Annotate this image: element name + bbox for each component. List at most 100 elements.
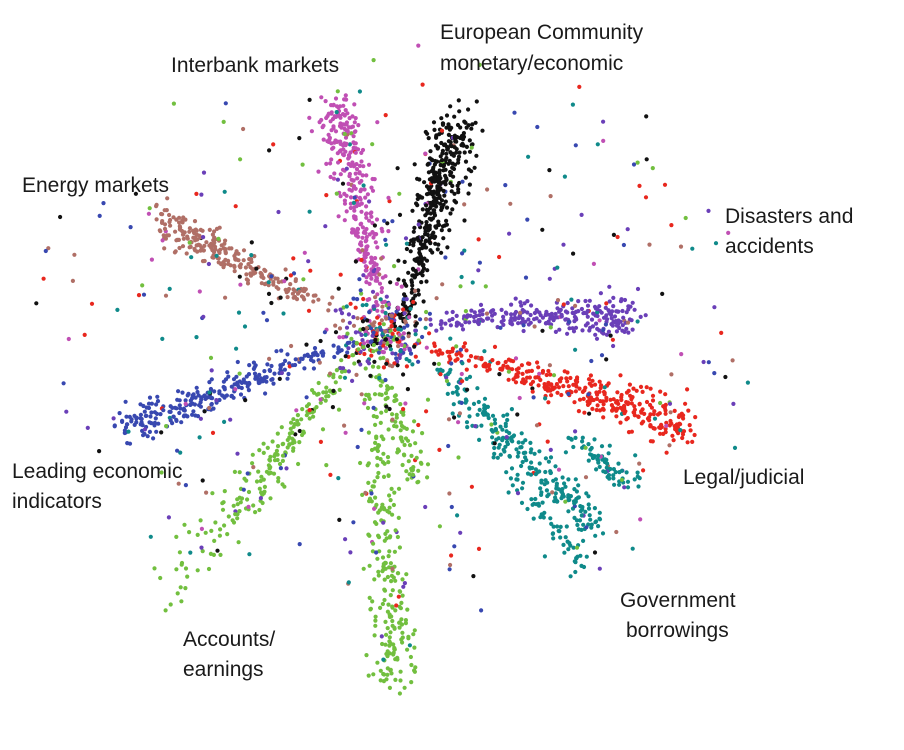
data-point xyxy=(388,593,393,598)
data-point xyxy=(378,420,383,425)
data-point xyxy=(128,225,133,230)
data-point xyxy=(452,114,457,119)
data-point xyxy=(584,525,589,530)
data-point xyxy=(609,316,614,321)
data-point xyxy=(324,463,329,468)
data-point xyxy=(369,276,374,281)
data-point xyxy=(404,297,409,302)
data-point xyxy=(215,548,220,553)
data-point xyxy=(419,257,424,262)
data-point xyxy=(165,233,170,238)
data-point xyxy=(293,277,298,282)
data-point xyxy=(379,289,384,294)
data-point xyxy=(537,319,542,324)
data-point xyxy=(429,217,434,222)
data-point xyxy=(301,295,306,300)
data-point xyxy=(571,444,576,450)
data-point xyxy=(418,252,423,257)
data-point xyxy=(474,99,479,104)
data-point xyxy=(97,213,102,218)
data-point xyxy=(260,492,265,497)
data-point xyxy=(330,146,335,151)
data-point xyxy=(149,410,154,415)
data-point xyxy=(523,438,528,443)
data-point xyxy=(139,416,144,422)
data-point xyxy=(401,584,406,589)
data-point xyxy=(679,352,684,357)
data-point xyxy=(379,410,384,415)
data-point xyxy=(242,324,248,329)
data-point xyxy=(672,408,677,413)
data-point xyxy=(352,129,357,134)
data-point xyxy=(413,269,418,274)
data-point xyxy=(433,241,438,246)
data-point xyxy=(547,168,552,173)
data-point xyxy=(380,275,385,280)
data-point xyxy=(244,272,249,277)
data-point xyxy=(425,268,430,273)
data-point xyxy=(344,128,349,133)
data-point xyxy=(198,227,203,232)
data-point xyxy=(477,309,483,314)
data-point xyxy=(607,299,612,304)
data-point xyxy=(223,377,229,382)
data-point xyxy=(509,316,514,321)
data-point xyxy=(528,472,534,477)
data-point xyxy=(257,372,262,377)
data-point xyxy=(537,469,542,474)
data-point xyxy=(275,444,281,449)
data-point xyxy=(416,468,421,473)
data-point xyxy=(571,382,576,387)
data-point xyxy=(318,400,323,405)
data-point xyxy=(381,437,386,442)
data-point xyxy=(316,169,321,174)
data-point xyxy=(578,504,583,509)
data-point xyxy=(637,461,642,466)
data-point xyxy=(605,461,610,466)
data-point xyxy=(256,378,261,384)
data-point xyxy=(452,198,457,203)
data-point xyxy=(519,445,524,450)
data-point xyxy=(509,302,514,307)
data-point xyxy=(282,279,287,284)
data-point xyxy=(470,280,475,285)
data-point xyxy=(371,672,376,677)
data-point xyxy=(388,498,393,503)
data-point xyxy=(243,265,248,270)
data-point xyxy=(310,388,315,393)
data-point xyxy=(192,246,197,251)
data-point xyxy=(381,365,386,370)
data-point xyxy=(385,221,390,226)
data-point xyxy=(369,255,374,260)
data-point xyxy=(566,391,571,397)
data-point xyxy=(548,516,553,521)
data-point xyxy=(375,463,380,468)
data-point xyxy=(179,420,184,425)
data-point xyxy=(175,397,180,402)
data-point xyxy=(216,236,221,241)
data-point xyxy=(607,284,612,289)
data-point xyxy=(302,353,307,358)
data-point xyxy=(537,449,542,454)
data-point xyxy=(404,241,409,246)
data-point xyxy=(302,250,307,255)
data-point xyxy=(323,99,328,104)
data-point xyxy=(584,311,589,316)
data-point xyxy=(462,202,467,207)
data-point xyxy=(160,238,165,243)
data-point xyxy=(340,318,346,323)
data-point xyxy=(652,416,658,421)
data-point xyxy=(701,359,706,365)
data-point xyxy=(251,269,256,274)
data-point xyxy=(640,389,645,394)
data-point xyxy=(444,222,449,227)
data-point xyxy=(195,532,200,538)
data-point xyxy=(229,384,234,389)
data-point xyxy=(402,581,407,586)
data-point xyxy=(129,417,134,422)
data-point xyxy=(363,264,368,269)
data-point xyxy=(583,323,589,328)
data-point xyxy=(434,349,439,354)
data-point xyxy=(373,240,378,245)
data-point xyxy=(383,329,388,334)
